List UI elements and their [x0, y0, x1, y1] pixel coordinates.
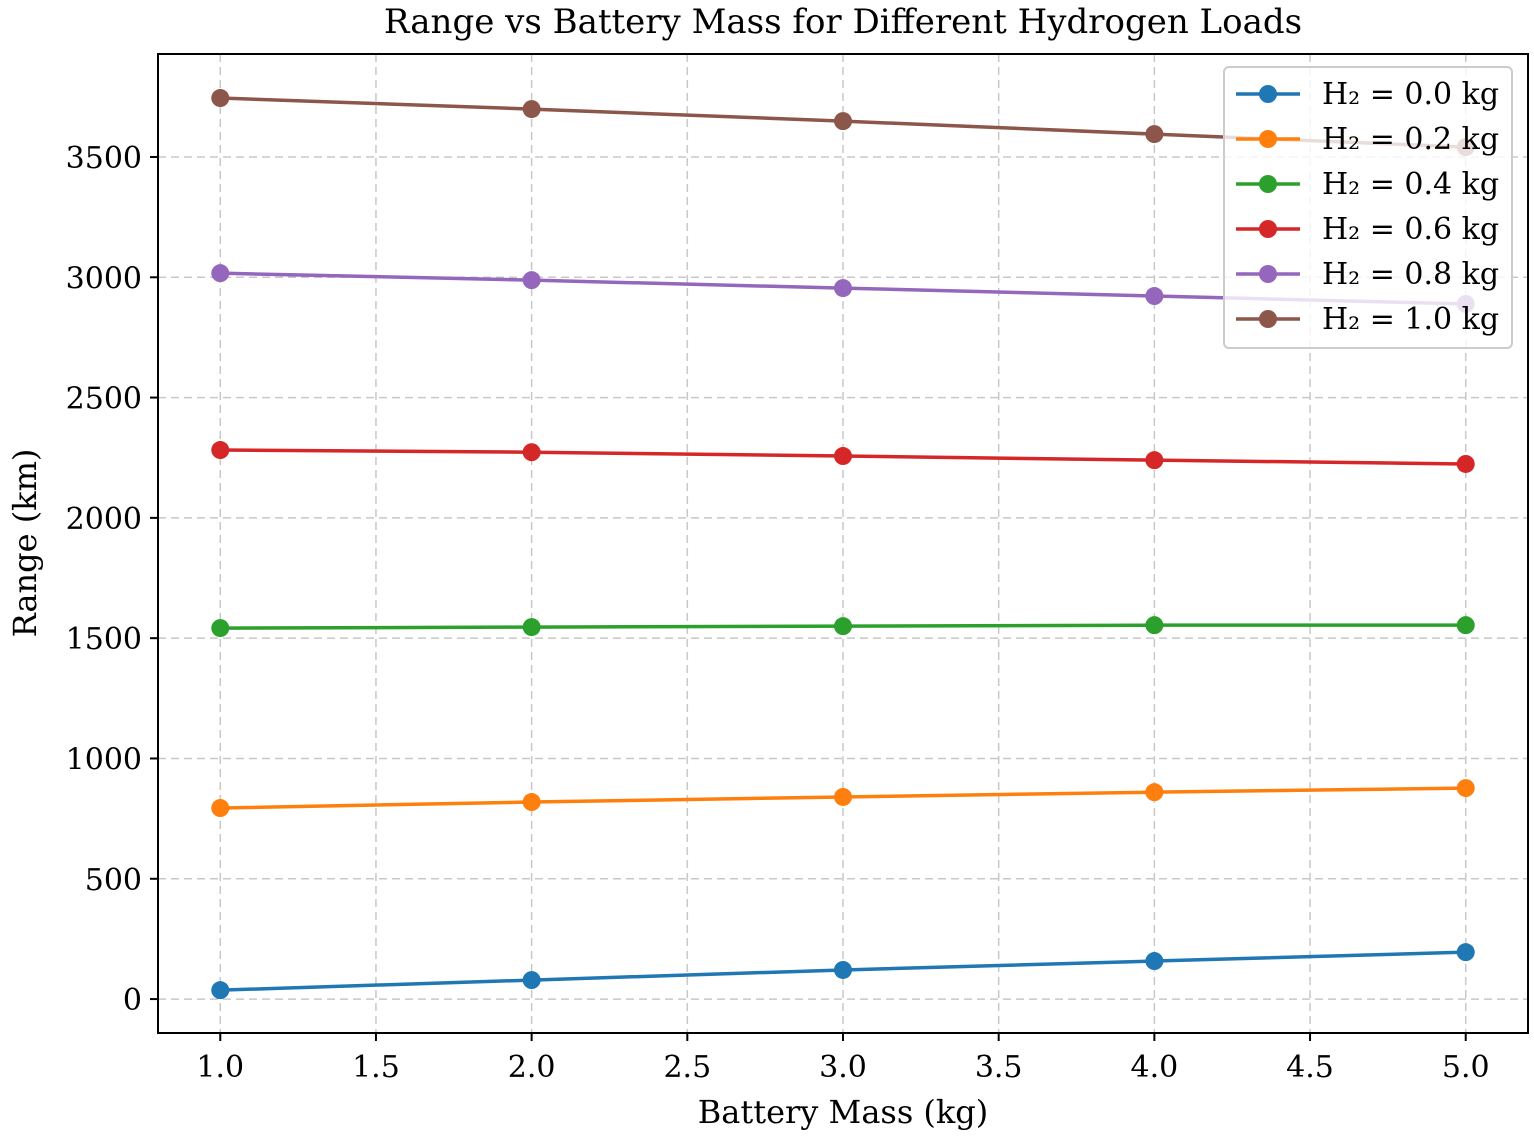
series-3 — [211, 441, 1475, 473]
y-tick-label: 3000 — [66, 261, 142, 296]
data-point — [834, 787, 852, 806]
legend-marker-swatch — [1259, 175, 1277, 193]
x-tick-label: 2.5 — [663, 1050, 711, 1085]
data-point — [1145, 125, 1164, 144]
x-tick-label: 5.0 — [1442, 1050, 1490, 1085]
legend: H₂ = 0.0 kg H₂ = 0.2 kg H₂ = 0.4 kg H₂ = 0.… — [1223, 66, 1513, 349]
legend-item: H₂ = 1.0 kg — [1236, 302, 1499, 337]
data-point — [522, 971, 541, 990]
x-tick-label: 4.0 — [1131, 1050, 1179, 1085]
x-tick-label: 4.5 — [1286, 1050, 1334, 1085]
x-tick-label: 3.5 — [975, 1050, 1023, 1085]
data-point — [522, 100, 541, 119]
data-point — [211, 264, 230, 283]
data-point — [522, 793, 541, 812]
y-axis: 0 500 1000 1500 2000 2500 3000 3500 — [66, 141, 158, 1018]
series-1 — [211, 779, 1475, 818]
legend-item: H₂ = 0.8 kg — [1236, 257, 1499, 292]
legend-marker-swatch — [1259, 265, 1277, 283]
data-point — [1456, 616, 1475, 635]
y-tick-label: 500 — [85, 863, 142, 898]
data-point — [211, 441, 230, 460]
x-axis: 1.0 1.5 2.0 2.5 3.0 3.5 4.0 4.5 5.0 — [196, 1033, 1490, 1085]
data-point — [211, 619, 230, 638]
legend-label: H₂ = 0.4 kg — [1322, 167, 1499, 202]
legend-marker-swatch — [1259, 130, 1277, 148]
legend-label: H₂ = 1.0 kg — [1322, 302, 1499, 337]
data-point — [211, 799, 230, 818]
data-point — [834, 447, 852, 466]
series-0 — [211, 943, 1475, 1000]
legend-label: H₂ = 0.6 kg — [1322, 212, 1499, 247]
data-point — [1145, 783, 1164, 802]
x-tick-label: 3.0 — [819, 1050, 867, 1085]
data-point — [834, 960, 852, 979]
legend-item: H₂ = 0.6 kg — [1236, 212, 1499, 247]
x-axis-label: Battery Mass (kg) — [698, 1093, 989, 1131]
data-point — [211, 89, 230, 108]
legend-item: H₂ = 0.2 kg — [1236, 122, 1499, 157]
legend-label: H₂ = 0.8 kg — [1322, 257, 1499, 292]
x-tick-label: 1.5 — [352, 1050, 400, 1085]
y-axis-label: Range (km) — [6, 449, 44, 638]
legend-marker-swatch — [1259, 85, 1277, 103]
y-tick-label: 1000 — [66, 742, 142, 777]
data-point — [1456, 943, 1475, 962]
data-point — [1145, 451, 1164, 470]
data-point — [834, 112, 852, 131]
legend-label: H₂ = 0.2 kg — [1322, 122, 1499, 157]
data-point — [522, 443, 541, 462]
y-tick-label: 2500 — [66, 382, 142, 417]
series-2 — [211, 616, 1475, 638]
chart-title: Range vs Battery Mass for Different Hydr… — [384, 2, 1302, 42]
y-tick-label: 3500 — [66, 141, 142, 176]
data-point — [1145, 287, 1164, 306]
y-tick-label: 0 — [123, 983, 142, 1018]
data-point — [1456, 779, 1475, 798]
x-tick-label: 1.0 — [196, 1050, 244, 1085]
legend-marker-swatch — [1259, 310, 1277, 328]
legend-marker-swatch — [1259, 220, 1277, 238]
data-point — [211, 981, 230, 1000]
data-point — [1456, 454, 1475, 473]
data-point — [522, 271, 541, 290]
y-tick-label: 1500 — [66, 622, 142, 657]
legend-item: H₂ = 0.0 kg — [1236, 77, 1499, 112]
legend-item: H₂ = 0.4 kg — [1236, 167, 1499, 202]
data-point — [1145, 616, 1164, 635]
data-point — [834, 279, 852, 298]
y-tick-label: 2000 — [66, 502, 142, 537]
data-point — [834, 617, 852, 636]
legend-label: H₂ = 0.0 kg — [1322, 77, 1499, 112]
x-tick-label: 2.0 — [508, 1050, 556, 1085]
data-point — [522, 618, 541, 637]
data-point — [1145, 952, 1164, 971]
